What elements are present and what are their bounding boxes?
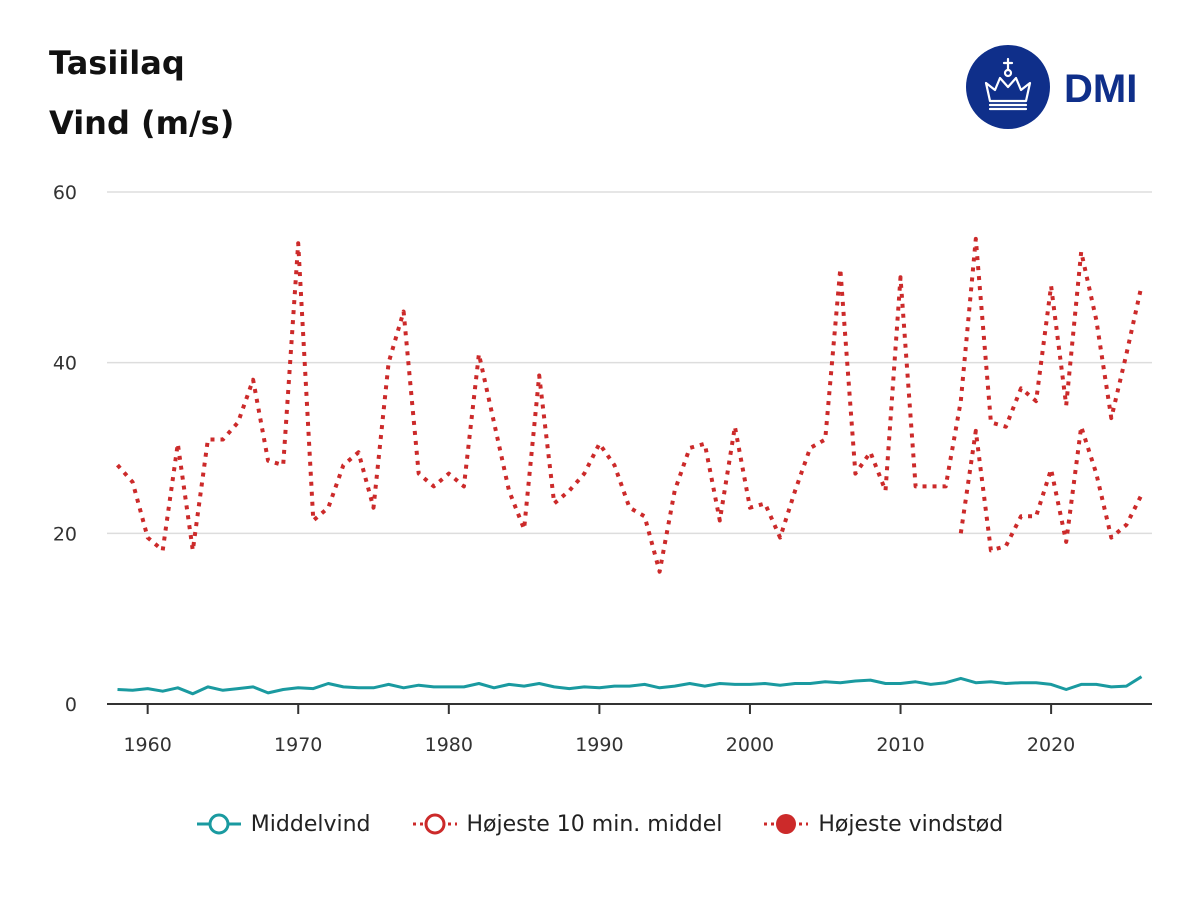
axes: 0 20 40 60 1960 1970 1980 1990 2000 2010 2020 <box>53 182 1152 756</box>
dmi-logo: DMI <box>966 45 1137 129</box>
x-tick-label: 2010 <box>876 734 924 756</box>
y-tick-label: 0 <box>65 694 77 716</box>
y-tick-label: 40 <box>53 353 77 375</box>
chart: 0 20 40 60 1960 1970 1980 1990 2000 2010 2020 <box>53 182 1152 756</box>
chart-title: Tasiilaq <box>49 44 185 82</box>
legend-item-middelvind[interactable]: Middelvind <box>196 806 371 842</box>
legend-label-hojeste-10-min: Højeste 10 min. middel <box>466 811 723 837</box>
legend-marker-hojeste-10-min <box>412 813 457 835</box>
y-tick-label: 60 <box>53 182 77 204</box>
y-tick-label: 20 <box>53 523 77 545</box>
x-tick-label: 1990 <box>575 734 623 756</box>
series-line-hojeste-10-min-middel <box>958 424 1144 553</box>
dmi-logo-text: DMI <box>1064 67 1137 111</box>
x-tick-label: 1970 <box>274 734 322 756</box>
legend-label-hojeste-vindstod: Højeste vindstød <box>818 811 1004 837</box>
legend-marker-middelvind <box>196 813 241 835</box>
series-line-middelvind <box>117 675 1143 696</box>
chart-subtitle: Vind (m/s) <box>49 104 235 142</box>
legend-item-hojeste-10-min[interactable]: Højeste 10 min. middel <box>412 806 723 842</box>
x-tick-label: 1980 <box>425 734 473 756</box>
legend: Middelvind Højeste 10 min. middel Højest… <box>0 806 1200 842</box>
legend-label-middelvind: Middelvind <box>250 811 371 837</box>
legend-item-hojeste-vindstod[interactable]: Højeste vindstød <box>764 806 1003 842</box>
crown-icon <box>984 57 1032 111</box>
grid <box>107 191 1152 535</box>
series-line-hojeste-vindstod <box>116 236 1144 574</box>
x-tick-label: 2000 <box>726 734 774 756</box>
x-tick-label: 1960 <box>123 734 171 756</box>
legend-marker-hojeste-vindstod <box>764 814 809 834</box>
x-tick-label: 2020 <box>1027 734 1075 756</box>
series <box>116 236 1144 696</box>
